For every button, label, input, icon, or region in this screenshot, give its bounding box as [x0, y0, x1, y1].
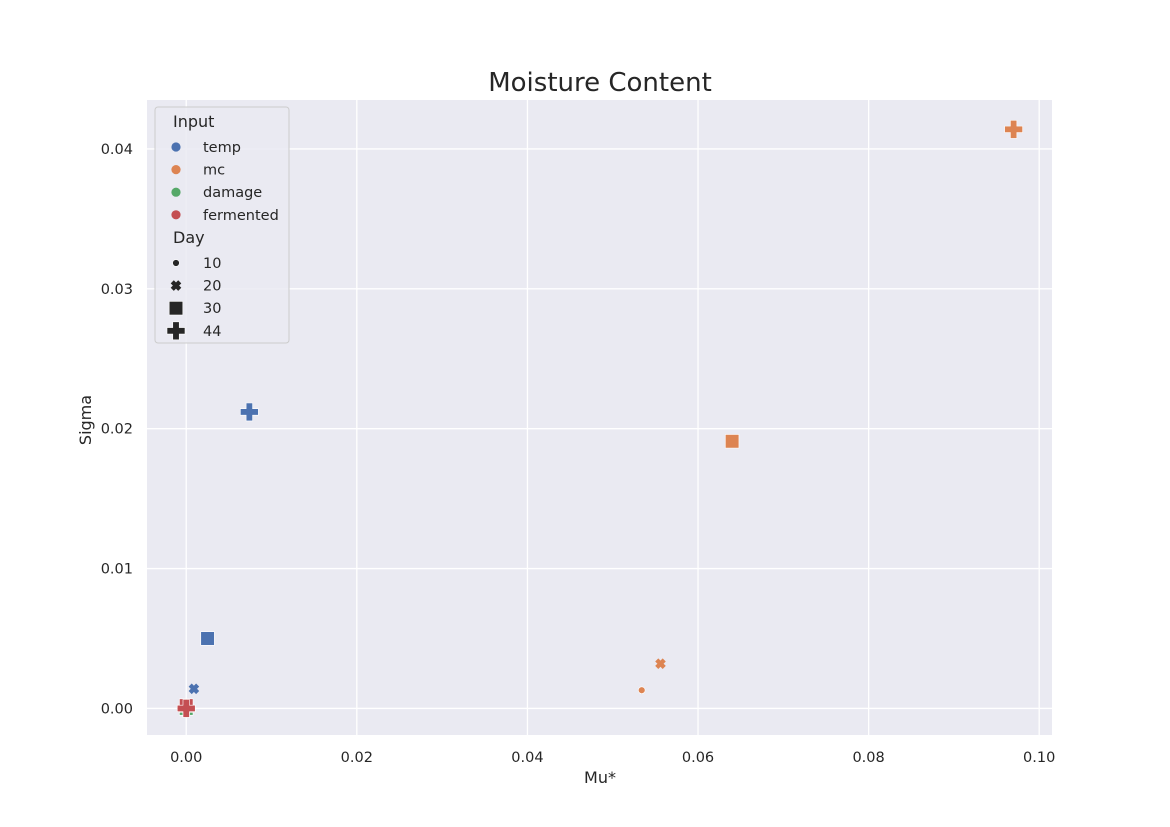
- x-axis-ticks: 0.00 0.02 0.04 0.06 0.08 0.10: [170, 750, 1055, 766]
- x-tick-label: 0.00: [170, 750, 202, 766]
- point-mc-day-20: [655, 658, 666, 669]
- legend-label-mc: mc: [203, 163, 225, 179]
- legend-label-fermented: fermented: [203, 208, 279, 224]
- legend-marker-day-30: [168, 301, 184, 316]
- legend-swatch-damage: [171, 187, 181, 197]
- legend-label-day-44: 44: [203, 324, 221, 340]
- legend: Input temp mc damage fermented Day 10 20 30 44: [154, 106, 290, 344]
- legend-marker-day-10: [172, 259, 180, 267]
- legend-marker-day-20: [170, 280, 182, 291]
- chart-title: Moisture Content: [488, 68, 712, 98]
- y-tick-label: 0.03: [101, 282, 133, 298]
- legend-label-day-30: 30: [203, 301, 221, 317]
- legend-label-day-10: 10: [203, 256, 221, 272]
- point-mc-day-30: [725, 434, 740, 449]
- x-tick-label: 0.06: [682, 750, 714, 766]
- legend-title-input: Input: [173, 112, 214, 131]
- point-temp-day-30: [200, 631, 215, 646]
- legend-label-temp: temp: [203, 140, 241, 156]
- grid: [147, 100, 1052, 735]
- x-tick-label: 0.08: [852, 750, 884, 766]
- legend-swatch-mc: [171, 165, 181, 175]
- legend-marker-day-44: [166, 321, 186, 341]
- legend-title-day: Day: [173, 228, 205, 247]
- x-tick-label: 0.02: [341, 750, 373, 766]
- point-mc-day-44: [1004, 120, 1023, 139]
- legend-swatch-fermented: [171, 210, 181, 220]
- y-tick-label: 0.04: [101, 142, 133, 158]
- point-temp-day-44: [240, 402, 259, 422]
- point-fermented-day-44: [176, 699, 196, 718]
- x-axis-label: Mu*: [584, 768, 616, 787]
- y-tick-label: 0.02: [101, 422, 133, 438]
- legend-label-day-20: 20: [203, 279, 221, 295]
- y-axis-label: Sigma: [76, 395, 95, 445]
- x-tick-label: 0.10: [1023, 750, 1055, 766]
- x-tick-label: 0.04: [511, 750, 543, 766]
- data-points: [176, 120, 1023, 718]
- plot-area: [147, 100, 1052, 735]
- legend-label-damage: damage: [203, 185, 262, 201]
- legend-frame: [154, 106, 290, 344]
- y-tick-label: 0.00: [101, 701, 133, 717]
- point-mc-day-10: [638, 686, 646, 694]
- point-temp-day-20: [188, 683, 200, 695]
- y-tick-label: 0.01: [101, 562, 133, 578]
- legend-swatch-temp: [171, 142, 181, 152]
- y-axis-ticks: 0.00 0.01 0.02 0.03 0.04: [101, 142, 133, 717]
